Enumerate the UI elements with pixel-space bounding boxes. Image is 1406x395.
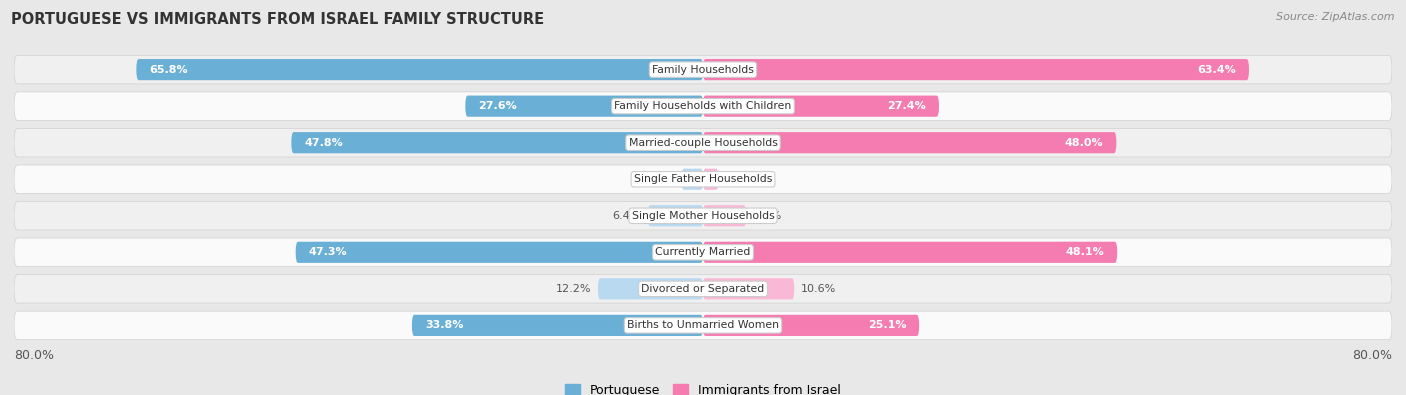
Legend: Portuguese, Immigrants from Israel: Portuguese, Immigrants from Israel <box>560 379 846 395</box>
FancyBboxPatch shape <box>14 311 1392 340</box>
Text: 10.6%: 10.6% <box>801 284 837 294</box>
Text: Family Households: Family Households <box>652 65 754 75</box>
FancyBboxPatch shape <box>14 128 1392 157</box>
FancyBboxPatch shape <box>14 275 1392 303</box>
FancyBboxPatch shape <box>703 315 920 336</box>
Text: 80.0%: 80.0% <box>14 349 53 362</box>
FancyBboxPatch shape <box>14 201 1392 230</box>
Text: 12.2%: 12.2% <box>555 284 591 294</box>
Text: 63.4%: 63.4% <box>1198 65 1236 75</box>
Text: 33.8%: 33.8% <box>425 320 463 330</box>
FancyBboxPatch shape <box>295 242 703 263</box>
Text: Births to Unmarried Women: Births to Unmarried Women <box>627 320 779 330</box>
FancyBboxPatch shape <box>14 55 1392 84</box>
Text: 6.4%: 6.4% <box>613 211 641 221</box>
Text: 48.1%: 48.1% <box>1066 247 1104 257</box>
FancyBboxPatch shape <box>14 238 1392 267</box>
FancyBboxPatch shape <box>703 242 1118 263</box>
Text: 5.0%: 5.0% <box>754 211 782 221</box>
Text: Divorced or Separated: Divorced or Separated <box>641 284 765 294</box>
FancyBboxPatch shape <box>703 169 718 190</box>
FancyBboxPatch shape <box>703 132 1116 153</box>
Text: 80.0%: 80.0% <box>1353 349 1392 362</box>
FancyBboxPatch shape <box>14 92 1392 120</box>
Text: 1.8%: 1.8% <box>725 174 754 184</box>
Text: PORTUGUESE VS IMMIGRANTS FROM ISRAEL FAMILY STRUCTURE: PORTUGUESE VS IMMIGRANTS FROM ISRAEL FAM… <box>11 12 544 27</box>
FancyBboxPatch shape <box>703 59 1249 80</box>
Text: Single Father Households: Single Father Households <box>634 174 772 184</box>
FancyBboxPatch shape <box>682 169 703 190</box>
Text: Currently Married: Currently Married <box>655 247 751 257</box>
FancyBboxPatch shape <box>648 205 703 226</box>
FancyBboxPatch shape <box>136 59 703 80</box>
FancyBboxPatch shape <box>412 315 703 336</box>
Text: 25.1%: 25.1% <box>868 320 907 330</box>
FancyBboxPatch shape <box>465 96 703 117</box>
Text: 2.5%: 2.5% <box>647 174 675 184</box>
Text: 65.8%: 65.8% <box>149 65 188 75</box>
Text: Family Households with Children: Family Households with Children <box>614 101 792 111</box>
FancyBboxPatch shape <box>291 132 703 153</box>
Text: Source: ZipAtlas.com: Source: ZipAtlas.com <box>1277 12 1395 22</box>
FancyBboxPatch shape <box>703 96 939 117</box>
FancyBboxPatch shape <box>598 278 703 299</box>
Text: 48.0%: 48.0% <box>1064 138 1104 148</box>
Text: Single Mother Households: Single Mother Households <box>631 211 775 221</box>
Text: 47.3%: 47.3% <box>308 247 347 257</box>
Text: 47.8%: 47.8% <box>304 138 343 148</box>
FancyBboxPatch shape <box>703 278 794 299</box>
Text: 27.6%: 27.6% <box>478 101 517 111</box>
FancyBboxPatch shape <box>14 165 1392 194</box>
FancyBboxPatch shape <box>703 205 747 226</box>
Text: 27.4%: 27.4% <box>887 101 927 111</box>
Text: Married-couple Households: Married-couple Households <box>628 138 778 148</box>
